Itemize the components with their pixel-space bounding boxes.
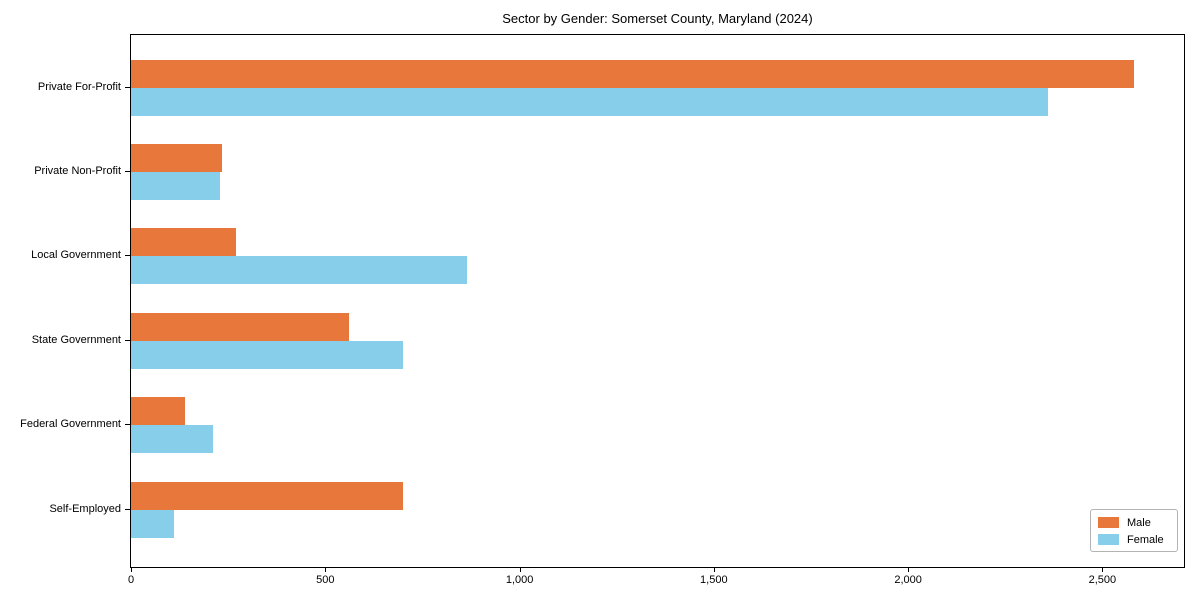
legend-label-male: Male	[1127, 516, 1151, 529]
x-tick-label-4: 2,000	[894, 574, 922, 586]
x-tick-mark-5	[1102, 567, 1104, 572]
x-tick-label-5: 2,500	[1088, 574, 1117, 586]
y-tick-label-3: State Government	[31, 333, 121, 346]
legend: Male Female	[1090, 509, 1178, 552]
female-swatch-icon	[1098, 534, 1119, 545]
bar-male-1	[131, 143, 223, 172]
x-tick-mark-0	[131, 567, 132, 572]
bar-male-5	[131, 481, 403, 510]
y-tick-label-2: Local Government	[31, 249, 121, 262]
x-tick-mark-4	[908, 567, 910, 572]
bar-male-4	[131, 397, 186, 426]
bar-female-3	[131, 340, 403, 369]
y-tick-label-1: Private Non-Profit	[34, 164, 121, 177]
y-tick-mark-2	[125, 255, 130, 257]
x-tick-label-1: 500	[316, 574, 335, 586]
x-tick-mark-1	[325, 567, 327, 572]
y-tick-mark-3	[125, 339, 130, 341]
y-tick-label-5: Self-Employed	[49, 502, 121, 515]
bar-male-3	[131, 312, 349, 341]
bar-female-5	[131, 509, 174, 538]
bar-female-1	[131, 171, 221, 200]
y-tick-label-0: Private For-Profit	[37, 80, 121, 93]
chart-title: Sector by Gender: Somerset County, Maryl…	[502, 11, 813, 26]
bar-female-0	[131, 87, 1048, 116]
bar-female-4	[131, 425, 213, 454]
y-tick-mark-0	[125, 86, 130, 88]
y-tick-label-4: Federal Government	[20, 418, 121, 431]
plot-area	[130, 34, 1185, 568]
x-tick-label-2: 1,000	[505, 574, 534, 586]
bar-male-0	[131, 59, 1134, 88]
x-tick-mark-2	[519, 567, 521, 572]
x-tick-label-0: 0	[127, 574, 135, 586]
legend-item-male: Male	[1098, 515, 1170, 530]
y-tick-mark-5	[125, 508, 130, 510]
bar-male-2	[131, 228, 236, 257]
legend-label-female: Female	[1127, 533, 1164, 546]
y-tick-mark-1	[125, 170, 130, 172]
legend-item-female: Female	[1098, 532, 1170, 547]
bar-female-2	[131, 256, 468, 285]
male-swatch-icon	[1098, 517, 1119, 528]
x-tick-mark-3	[713, 567, 715, 572]
y-tick-mark-4	[125, 424, 130, 426]
x-tick-label-3: 1,500	[700, 574, 728, 586]
